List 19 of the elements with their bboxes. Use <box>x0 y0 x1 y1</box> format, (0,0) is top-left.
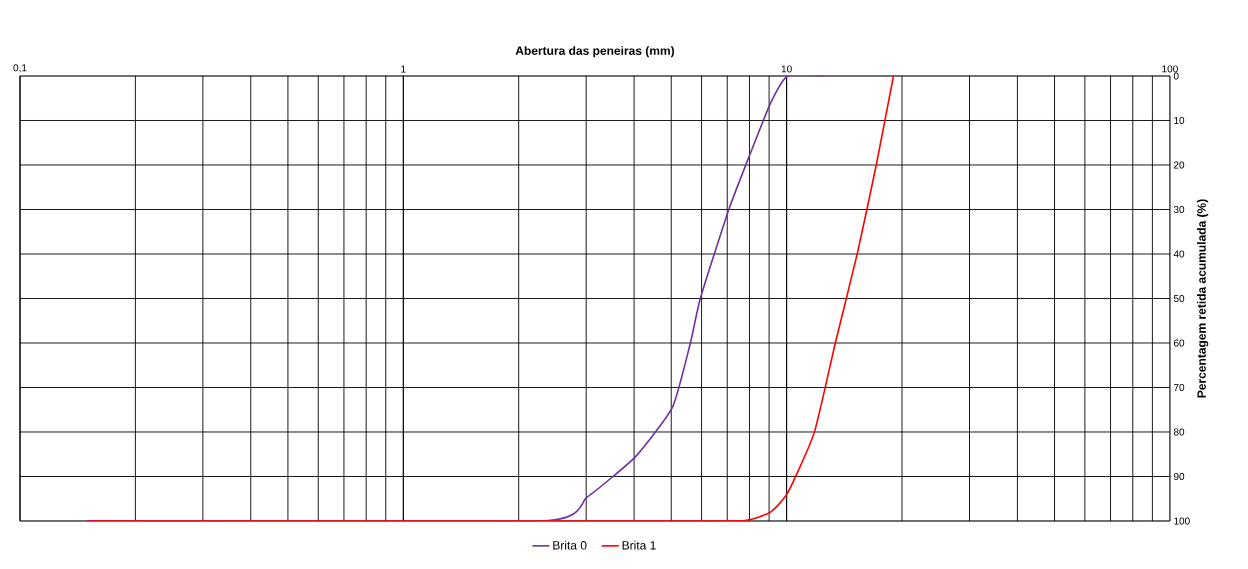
y-tick-label: 50 <box>1173 294 1185 303</box>
y-tick-label: 90 <box>1173 472 1185 481</box>
legend-label: Brita 1 <box>622 540 656 550</box>
x-tick-label: 1 <box>401 65 406 73</box>
y-tick-label: 10 <box>1174 116 1185 125</box>
x-axis-title: Abertura das peneiras (mm) <box>515 46 675 58</box>
y-tick-label: 30 <box>1173 205 1185 214</box>
legend-label: Brita 0 <box>553 540 587 550</box>
x-tick-label: 0,1 <box>13 64 27 73</box>
y-axis-title: Percentagem retida acumulada (%) <box>1197 199 1209 398</box>
y-tick-label: 20 <box>1173 161 1185 169</box>
x-tick-label: 100 <box>1162 65 1178 73</box>
x-tick-label: 10 <box>781 65 792 73</box>
y-tick-label: 100 <box>1174 517 1190 525</box>
y-tick-label: 80 <box>1173 428 1185 436</box>
y-tick-label: 60 <box>1173 339 1185 347</box>
y-tick-label: 70 <box>1173 383 1185 392</box>
y-tick-label: 0 <box>1173 72 1179 80</box>
y-tick-label: 40 <box>1173 250 1185 258</box>
